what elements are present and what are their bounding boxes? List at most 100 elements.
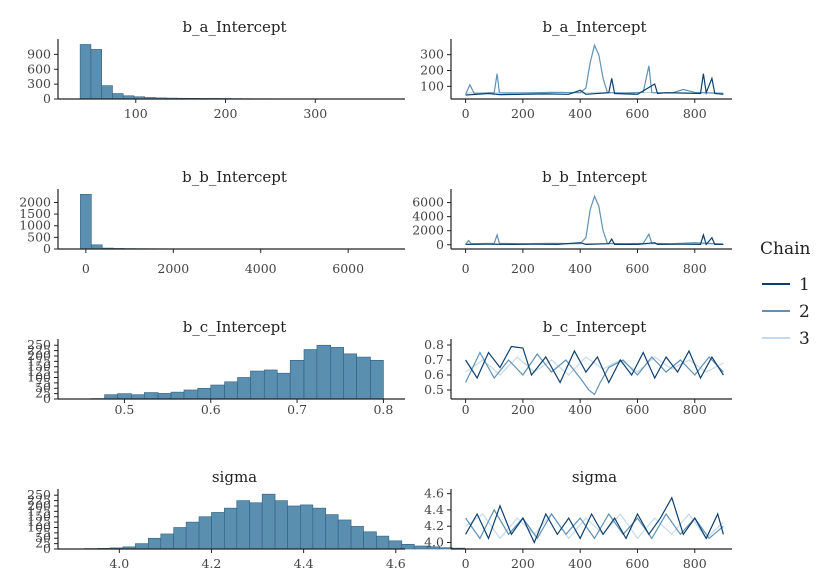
panel-6: b_c_Intercept 0 200 400 600 800 0.50.60.70.8 [424,318,732,417]
y-tick-label: 225 [27,493,51,508]
histogram-bar [276,372,291,400]
y-tick-label: 200 [27,498,51,513]
y-tick-label: 250 [27,337,51,352]
histogram-bar [350,526,364,550]
y-tick-label: 150 [27,509,51,524]
histogram-bar [237,377,251,400]
x-tick-label: 600 [626,402,650,417]
histogram-bar [211,512,225,550]
y-tick-label: 4.0 [424,534,444,549]
histogram-bar [287,505,301,550]
x-tick-label: 0 [462,556,470,571]
histogram-bar [197,387,212,400]
histogram-bar [325,514,339,550]
x-tick-label: 0.8 [373,402,393,417]
y-tick-label: 1500 [19,206,51,221]
y-tick-label: 250 [27,487,51,502]
histogram-bar [236,500,251,550]
histogram-bar [198,516,212,550]
y-tick-label: 75 [35,375,51,390]
y-tick-label: 100 [420,78,444,93]
histogram-bar [316,344,332,400]
legend-label-1: 1 [799,275,810,295]
x-tick-label: 400 [568,261,592,276]
x-tick-label: 0.6 [201,402,221,417]
x-tick-label: 600 [626,261,650,276]
panel-title: b_c_Intercept [543,318,647,336]
x-tick-label: 200 [214,106,238,121]
histogram-bar [363,531,377,550]
x-tick-label: 2000 [157,261,189,276]
histogram-bar [401,543,415,550]
histogram-bar [104,394,118,400]
panel-8: sigma 0 200 400 600 800 4.04.24.44.6 [424,468,732,571]
panel-title: sigma [572,468,617,486]
x-tick-label: 600 [626,106,650,121]
histogram-bar [91,244,103,250]
histogram-bar [376,535,390,550]
trace-line-chain-1 [465,345,724,384]
x-tick-label: 800 [683,261,707,276]
x-tick-label: 4000 [245,261,277,276]
panel-title: b_b_Intercept [542,168,647,186]
y-tick-label: 4000 [412,209,444,224]
legend-label-3: 3 [799,329,810,349]
histogram-bar [274,500,288,550]
histogram-bar [143,392,159,400]
legend-label-2: 2 [799,302,810,322]
y-tick-label: 175 [27,353,51,368]
y-tick-label: 2000 [19,194,51,209]
histogram-bar [131,394,145,400]
x-tick-label: 4.4 [294,556,314,571]
x-tick-label: 4.2 [202,556,222,571]
y-tick-label: 25 [35,536,51,551]
histogram-bar [210,384,225,400]
histogram-bar [224,381,238,400]
y-tick-label: 225 [27,343,51,358]
trace-line-chain-1 [465,496,724,545]
x-tick-label: 4.0 [109,556,129,571]
x-tick-label: 200 [511,106,535,121]
x-tick-label: 100 [124,106,148,121]
x-tick-label: 800 [683,106,707,121]
y-tick-label: 0 [43,241,51,256]
x-tick-label: 200 [511,261,535,276]
trace-line-chain-2 [465,43,724,95]
y-tick-label: 0 [43,391,51,406]
x-tick-label: 0 [82,261,90,276]
histogram-bar [157,393,172,400]
x-tick-label: 0 [462,402,470,417]
y-tick-label: 2000 [412,223,444,238]
y-tick-label: 0 [43,91,51,106]
legend: Chain 1 2 3 [760,239,811,349]
y-tick-label: 200 [420,63,444,78]
x-tick-label: 0 [462,106,470,121]
y-tick-label: 6000 [412,195,444,210]
histogram-bar [135,543,149,550]
trace-line-chain-2 [465,508,724,540]
trace-line-chain-1 [465,73,724,96]
y-tick-label: 4.4 [424,502,444,517]
y-tick-label: 600 [27,61,51,76]
histogram-bar [80,194,92,250]
y-tick-label: 125 [27,364,51,379]
y-tick-label: 0.7 [424,352,444,367]
panel-5: b_c_Intercept 0.5 0.6 0.7 0.8 025507510012515… [27,318,405,417]
y-tick-label: 0.5 [424,382,444,397]
histogram-bar [160,533,174,550]
y-tick-label: 500 [27,229,51,244]
y-tick-label: 100 [27,519,51,534]
histogram-bar [90,49,102,100]
histogram-bar [79,44,92,100]
trace-line-chain-2 [465,194,724,245]
histogram-bar [170,391,185,400]
x-tick-label: 400 [568,402,592,417]
y-tick-label: 4.6 [424,486,444,501]
y-tick-label: 150 [27,359,51,374]
trace-line-chain-3 [465,356,724,376]
